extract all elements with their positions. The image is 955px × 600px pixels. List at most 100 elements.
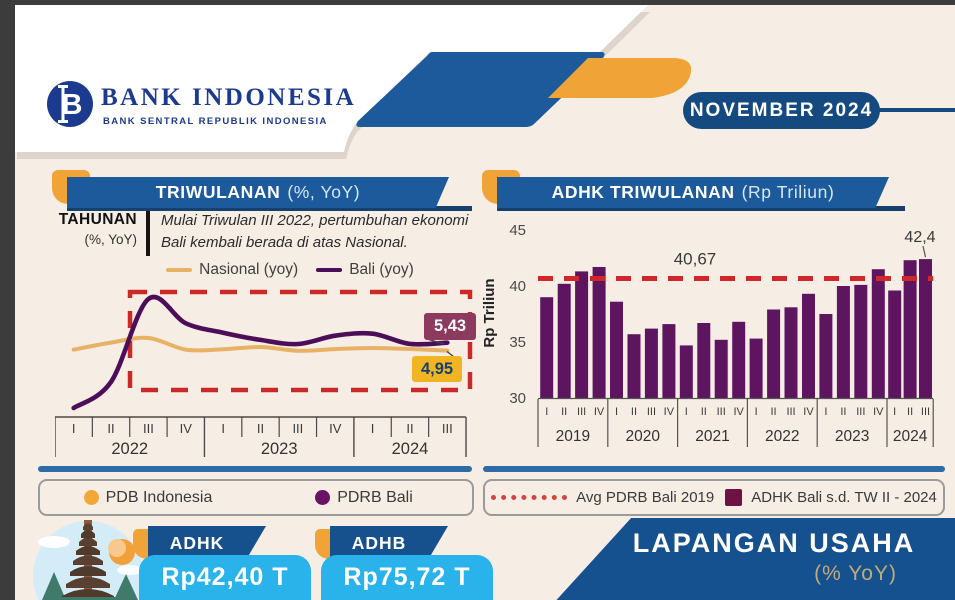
bar	[697, 323, 711, 398]
lapangan-title: LAPANGAN USAHA	[632, 528, 916, 558]
lapangan-usaha-panel: LAPANGAN USAHA (% YoY)	[556, 518, 955, 600]
adhb-ribbon: ADHB	[330, 526, 448, 560]
quarter-label: IV	[873, 406, 884, 418]
bar	[903, 260, 917, 398]
quarter-label: IV	[329, 421, 342, 436]
pdrb-bali-dot	[315, 490, 331, 505]
brand-subtitle: BANK SENTRAL REPUBLIK INDONESIA	[103, 116, 328, 127]
bar	[871, 269, 885, 398]
bar	[888, 290, 902, 398]
pdb-indonesia-dot	[83, 490, 99, 505]
quarter-label: IV	[664, 406, 675, 418]
quarter-label: III	[856, 406, 865, 418]
lapangan-unit: (% YoY)	[814, 562, 897, 585]
quarter-label: I	[893, 406, 896, 418]
quarter-label: III	[921, 406, 930, 418]
adhk-bar-swatch	[725, 489, 743, 506]
quarter-label: I	[371, 421, 375, 436]
annotation-divider	[146, 211, 150, 256]
bar-chart-legend: Avg PDRB Bali 2019 ADHK Bali s.d. TW II …	[483, 479, 945, 516]
avg-line-label: 40,67	[674, 249, 717, 268]
quarter-label: III	[717, 406, 726, 418]
header-white-card	[15, 5, 648, 152]
right-banner-title: ADHK TRIWULANAN	[551, 182, 735, 202]
y-tick-label: 30	[509, 390, 526, 407]
legend-pdb-indonesia: PDB Indonesia	[40, 489, 256, 507]
nasional-value-badge: 4,95	[412, 356, 462, 382]
bar	[575, 271, 589, 398]
quarter-label: II	[631, 406, 637, 418]
bar	[540, 297, 554, 398]
series-line-bali	[71, 294, 450, 411]
series-line-nasional	[71, 335, 450, 353]
header-blue-band	[356, 52, 605, 127]
year-label: 2024	[893, 428, 928, 445]
bar	[854, 284, 868, 398]
bank-indonesia-logo: B	[47, 81, 93, 127]
bar	[627, 334, 641, 398]
left-banner-underline	[67, 206, 472, 211]
bali-line-swatch	[316, 268, 343, 272]
last-bar-label: 42,4	[904, 229, 935, 246]
last-bar-leader	[922, 245, 927, 258]
bar	[662, 324, 676, 398]
adhb-value-card: Rp75,72 T	[321, 555, 493, 600]
bar	[819, 314, 833, 398]
quarter-label: III	[292, 421, 303, 436]
bar	[644, 328, 658, 398]
y-tick-label: 35	[509, 334, 526, 351]
quarter-label: I	[545, 406, 548, 418]
y-axis-title: Rp Triliun	[481, 278, 498, 347]
tahunan-label: TAHUNAN (%, YoY)	[58, 211, 137, 247]
edition-badge: NOVEMBER 2024	[683, 92, 880, 129]
y-tick-label: 45	[509, 222, 526, 239]
quarter-label: II	[107, 421, 114, 436]
bar	[749, 338, 763, 398]
quarter-label: III	[647, 406, 656, 418]
quarter-label: IV	[594, 406, 605, 418]
right-banner-unit: (Rp Triliun)	[741, 182, 835, 202]
bar	[784, 307, 798, 398]
bar	[610, 301, 623, 398]
legend-item-nasional: Nasional (yoy)	[166, 261, 298, 279]
year-label: 2023	[261, 440, 298, 458]
year-label: 2020	[625, 428, 660, 445]
year-label: 2022	[765, 428, 799, 445]
quarter-label: II	[771, 406, 777, 418]
line-chart-bottom-legend: PDB Indonesia PDRB Bali	[38, 479, 474, 516]
bar	[679, 345, 693, 398]
quarter-label: I	[685, 406, 688, 418]
quarter-label: IV	[180, 421, 193, 436]
bar	[592, 267, 606, 398]
quarter-label: I	[72, 421, 76, 436]
right-section-banner: ADHK TRIWULANAN (Rp Triliun)	[497, 177, 889, 208]
year-label: 2023	[835, 428, 869, 445]
bali-value-badge: 5,43	[424, 313, 476, 340]
quarter-label: II	[907, 406, 913, 418]
quarter-label: IV	[803, 406, 814, 418]
quarter-label: II	[701, 406, 707, 418]
quarter-label: IV	[733, 406, 744, 418]
legend-pdrb-bali: PDRB Bali	[256, 489, 472, 507]
year-label: 2022	[111, 440, 148, 458]
top-frame-strip	[0, 0, 955, 5]
quarter-label: I	[221, 421, 225, 436]
left-banner-title: TRIWULANAN	[155, 182, 281, 202]
header-orange-band	[548, 58, 692, 98]
bali-temple-illustration	[33, 520, 166, 600]
left-section-banner: TRIWULANAN (%, YoY)	[67, 177, 449, 208]
left-frame-strip	[0, 0, 15, 600]
bar	[732, 321, 746, 398]
quarter-label: II	[257, 421, 264, 436]
quarter-label: II	[561, 406, 567, 418]
header-decoration	[15, 5, 692, 159]
bar	[802, 293, 815, 398]
quarter-label: I	[824, 406, 827, 418]
quarter-label: II	[840, 406, 846, 418]
bar	[557, 283, 571, 398]
annotation-text: Mulai Triwulan III 2022, pertumbuhan eko…	[161, 212, 469, 251]
adhk-value-card: Rp42,40 T	[139, 555, 311, 600]
